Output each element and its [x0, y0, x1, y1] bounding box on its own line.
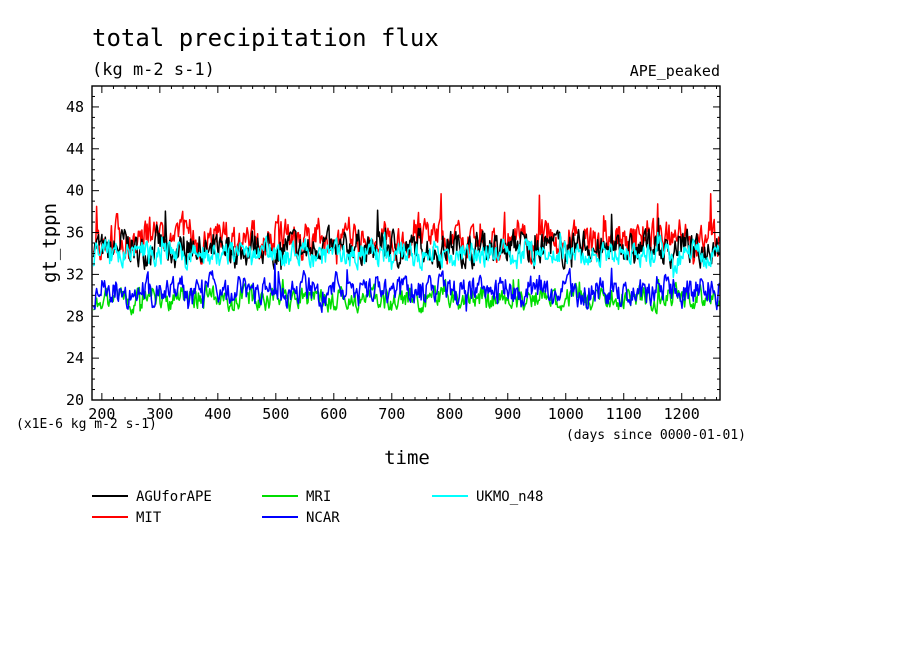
legend-label: AGUforAPE: [136, 489, 212, 505]
x-tick-label: 900: [494, 405, 521, 423]
x-tick-label: 1100: [606, 405, 642, 423]
x-units-note: (days since 0000-01-01): [566, 428, 746, 443]
x-tick-label: 800: [436, 405, 463, 423]
y-tick-label: 44: [66, 140, 84, 158]
axis-ticks: 200 300 400 500 600 700 800 900 1000 1100 1200 20 24…: [66, 86, 720, 423]
y-tick-label: 20: [66, 391, 84, 409]
series-line-ukmo-n48: [92, 231, 721, 279]
series-line-mri: [93, 278, 721, 316]
y-tick-label: 36: [66, 224, 84, 242]
series-line-ncar: [92, 263, 721, 313]
x-tick-label: 400: [204, 405, 231, 423]
legend-label: MRI: [306, 489, 331, 505]
x-tick-label: 300: [146, 405, 173, 423]
x-tick-label: 700: [378, 405, 405, 423]
y-tick-label: 32: [66, 265, 84, 283]
y-tick-label: 48: [66, 98, 84, 116]
legend-label: MIT: [136, 510, 162, 526]
y-axis-label: gt_tppn: [39, 203, 61, 283]
y-units-note: (x1E-6 kg m-2 s-1): [16, 417, 157, 432]
x-tick-label: 200: [88, 405, 115, 423]
y-tick-label: 28: [66, 307, 84, 325]
x-tick-label: 600: [320, 405, 347, 423]
x-tick-label: 1000: [548, 405, 584, 423]
chart-title: total precipitation flux: [92, 24, 439, 52]
series-lines: [92, 193, 721, 316]
x-tick-label: 1200: [664, 405, 700, 423]
series-line-aguforape: [92, 209, 721, 270]
x-tick-label: 500: [262, 405, 289, 423]
y-tick-label: 40: [66, 182, 84, 200]
y-tick-label: 24: [66, 349, 84, 367]
chart-subtitle: (kg m-2 s-1): [92, 60, 215, 80]
legend-label: NCAR: [306, 510, 340, 526]
dataset-label: APE_peaked: [630, 62, 720, 80]
legend: AGUforAPE MIT MRI NCAR UKMO_n48: [92, 489, 543, 526]
x-axis-label: time: [384, 447, 430, 469]
legend-label: UKMO_n48: [476, 489, 543, 505]
